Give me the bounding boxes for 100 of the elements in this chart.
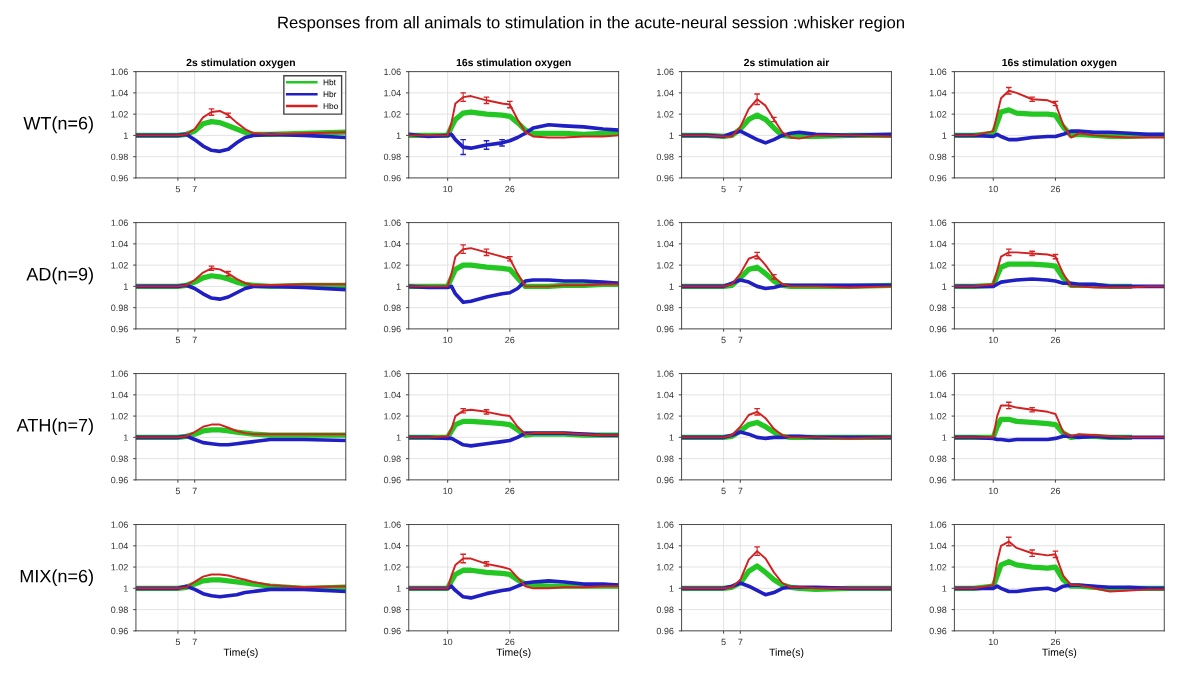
y-tick-label: 1.06 <box>384 68 401 75</box>
y-tick-label: 1 <box>396 585 401 592</box>
y-tick-label: 1 <box>123 434 128 441</box>
chart-title: 2s stimulation air <box>744 58 830 67</box>
y-tick-label: 1.06 <box>929 219 947 226</box>
x-axis-title: Time(s) <box>769 648 804 658</box>
x-tick-label: 26 <box>505 638 515 646</box>
y-tick-label: 0.98 <box>383 153 401 161</box>
y-tick-label: 1.04 <box>384 542 401 550</box>
y-tick-label: 1 <box>123 585 128 592</box>
y-tick-label: 1 <box>396 434 401 441</box>
x-tick-label: 26 <box>1050 638 1061 646</box>
y-tick-label: 0.96 <box>383 325 401 333</box>
y-tick-label: 1.06 <box>111 370 128 377</box>
x-tick-label: 7 <box>738 487 743 495</box>
y-tick-label: 0.96 <box>656 325 674 333</box>
y-tick-label: 1.04 <box>111 240 129 248</box>
legend-label: Hbt <box>323 79 336 86</box>
y-axis-title: WT(n=6) <box>23 116 93 134</box>
y-tick-label: 1.02 <box>111 262 128 269</box>
x-tick-label: 26 <box>505 185 515 193</box>
y-tick-label: 1.04 <box>657 89 674 97</box>
y-tick-label: 1 <box>669 585 674 592</box>
x-axis-title: Time(s) <box>496 648 531 658</box>
x-tick-label: 5 <box>721 336 726 344</box>
y-tick-label: 1.06 <box>657 521 674 528</box>
y-tick-label: 1 <box>942 585 947 592</box>
x-tick-label: 5 <box>175 487 181 495</box>
y-tick-label: 1.04 <box>929 391 947 399</box>
y-tick-label: 1.02 <box>111 413 128 420</box>
x-tick-label: 10 <box>443 336 453 344</box>
y-tick-label: 1.04 <box>929 89 947 97</box>
text: Responses from all animals to stimulation in the acute-neural session :whisker region <box>278 16 904 32</box>
chart-title: 16s stimulation oxygen <box>1002 58 1117 69</box>
y-tick-label: 1.06 <box>657 219 674 226</box>
y-tick-label: 1 <box>669 283 674 290</box>
x-tick-label: 10 <box>443 638 453 646</box>
y-tick-label: 0.98 <box>929 153 947 161</box>
y-tick-label: 0.98 <box>656 153 674 161</box>
x-tick-label: 7 <box>738 638 743 646</box>
y-tick-label: 0.98 <box>929 304 947 311</box>
y-tick-label: 1.04 <box>657 542 674 550</box>
y-tick-label: 0.98 <box>111 455 128 462</box>
x-tick-label: 10 <box>988 638 998 646</box>
y-tick-label: 1 <box>396 283 401 290</box>
y-tick-label: 1.02 <box>384 111 401 118</box>
x-tick-label: 7 <box>738 185 743 193</box>
x-tick-label: 10 <box>988 336 998 344</box>
x-axis-title: Time(s) <box>223 648 258 658</box>
y-axis-title: AD(n=9) <box>26 267 93 285</box>
y-tick-label: 1.06 <box>929 68 947 75</box>
x-tick-label: 10 <box>443 487 453 495</box>
y-tick-label: 1.04 <box>657 391 674 399</box>
y-tick-label: 1.02 <box>111 564 128 571</box>
y-tick-label: 0.96 <box>656 627 674 635</box>
y-tick-label: 1 <box>942 434 947 441</box>
y-tick-label: 0.96 <box>111 325 128 333</box>
y-tick-label: 0.96 <box>656 174 674 182</box>
y-tick-label: 0.98 <box>656 606 674 613</box>
y-tick-label: 1.02 <box>657 262 674 269</box>
y-tick-label: 0.96 <box>929 174 947 182</box>
y-tick-label: 0.96 <box>383 174 401 182</box>
y-tick-label: 0.96 <box>656 476 674 484</box>
y-tick-label: 1.06 <box>657 370 674 377</box>
y-tick-label: 1.04 <box>384 240 401 248</box>
y-tick-label: 1.04 <box>929 542 947 550</box>
x-tick-label: 26 <box>505 336 515 344</box>
y-tick-label: 1.02 <box>929 262 947 269</box>
y-tick-label: 1.06 <box>929 521 947 528</box>
y-tick-label: 1.02 <box>657 413 674 420</box>
x-tick-label: 10 <box>988 185 998 193</box>
y-tick-label: 1 <box>123 283 128 290</box>
x-tick-label: 26 <box>1050 336 1061 344</box>
y-tick-label: 0.98 <box>656 455 674 462</box>
x-axis-title: Time(s) <box>1042 648 1077 658</box>
x-tick-label: 5 <box>175 336 181 344</box>
y-tick-label: 0.98 <box>929 606 947 613</box>
chart-title: 16s stimulation oxygen <box>456 58 571 69</box>
y-tick-label: 1.04 <box>111 391 129 399</box>
x-tick-label: 5 <box>721 487 726 495</box>
y-tick-label: 1.02 <box>384 413 401 420</box>
y-tick-label: 1 <box>123 132 128 139</box>
y-tick-label: 0.96 <box>929 476 947 484</box>
y-tick-label: 0.96 <box>111 174 128 182</box>
y-tick-label: 1.06 <box>111 68 128 75</box>
y-tick-label: 1.06 <box>111 219 128 226</box>
y-tick-label: 0.98 <box>656 304 674 311</box>
x-tick-label: 26 <box>1050 487 1061 495</box>
y-tick-label: 1.02 <box>657 564 674 571</box>
x-tick-label: 5 <box>175 185 181 193</box>
y-tick-label: 1.02 <box>929 413 947 420</box>
chart-title: 2s stimulation oxygen <box>186 58 295 69</box>
y-tick-label: 1.02 <box>384 262 401 269</box>
y-tick-label: 0.98 <box>383 606 401 613</box>
y-tick-label: 0.96 <box>111 627 128 635</box>
y-tick-label: 1.02 <box>111 111 128 118</box>
y-tick-label: 0.98 <box>929 455 947 462</box>
y-tick-label: 1 <box>669 132 674 139</box>
y-tick-label: 1.06 <box>929 370 947 377</box>
y-tick-label: 1.06 <box>111 521 128 528</box>
